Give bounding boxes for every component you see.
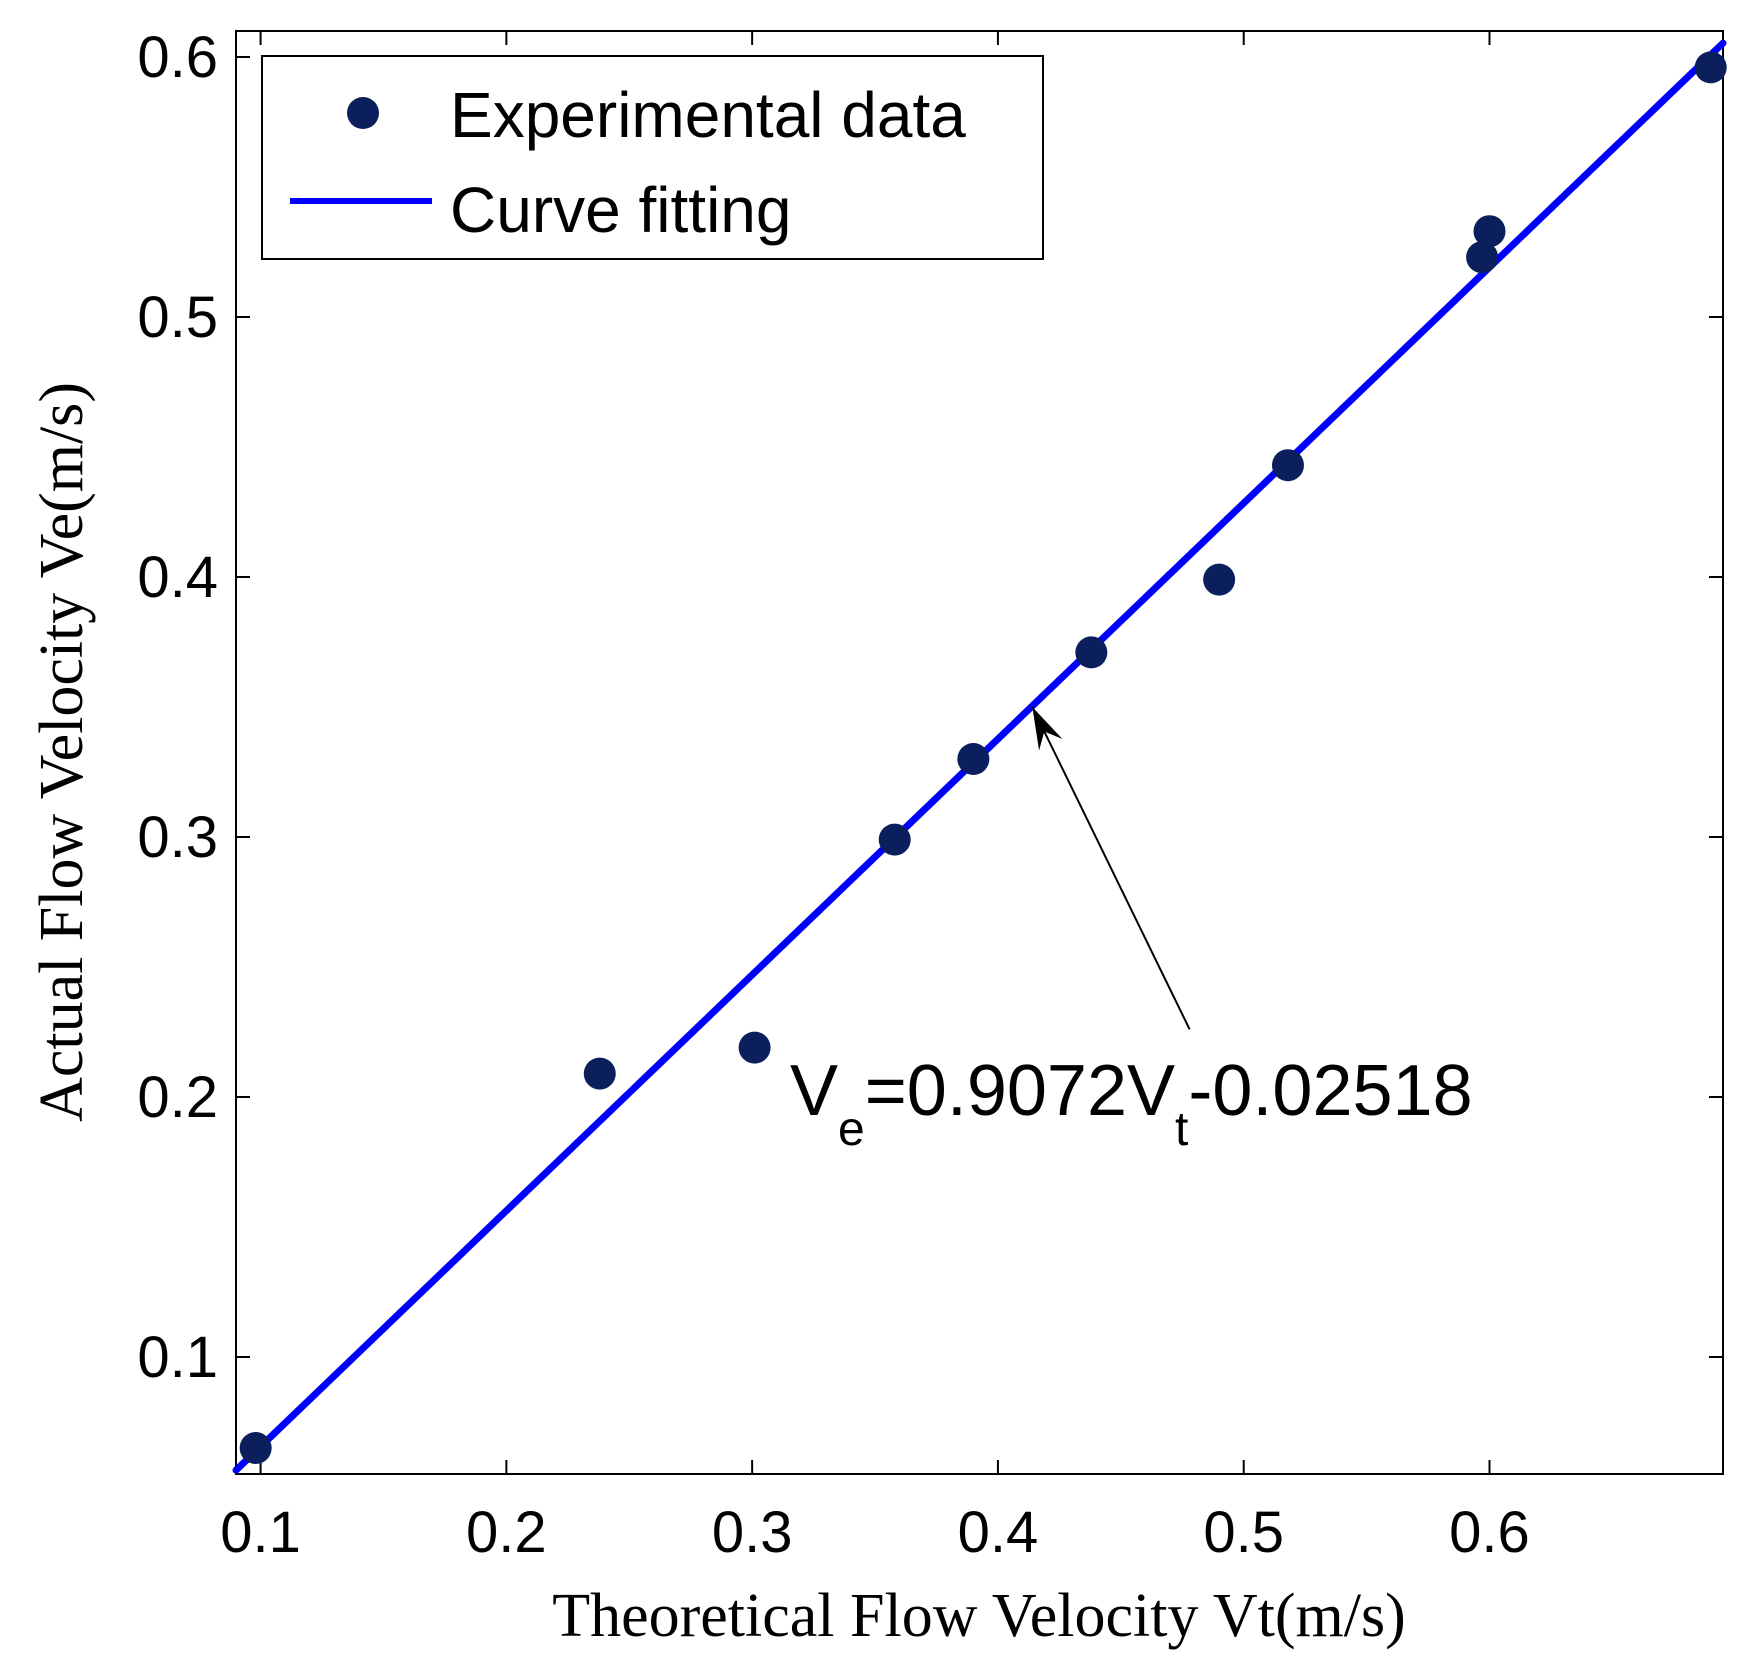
data-point [1203,563,1236,596]
data-point [239,1432,272,1464]
y-tick-label: 0.5 [137,285,218,350]
eq-sub-t: t [1175,1103,1188,1156]
eq-sub-e: e [838,1103,865,1156]
annotation-arrow-line [1031,706,1191,1030]
data-point [957,743,990,775]
y-tick-label: 0.6 [137,25,218,90]
x-tick-label: 0.1 [220,1500,301,1565]
annotation-arrow-head [1032,707,1063,751]
x-tick-label: 0.3 [712,1500,793,1565]
eq-base: V [790,1051,838,1131]
fit-annotation: Ve=0.9072Vt-0.02518 [790,706,1473,1156]
x-tick-label: 0.2 [466,1500,547,1565]
data-point [1271,449,1304,482]
y-axis-label: Actual Flow Velocity Ve(m/s) [28,382,96,1122]
data-point [738,1031,771,1064]
legend: Experimental data Curve fitting [261,55,1044,260]
x-axis-label: Theoretical Flow Velocity Vt(m/s) [552,1582,1406,1650]
y-tick-label: 0.3 [137,805,218,870]
y-tick-label: 0.2 [137,1065,218,1130]
data-points-layer [239,51,1727,1464]
legend-box [261,55,1044,260]
y-tick-label: 0.4 [137,545,218,610]
data-point [1473,215,1506,248]
fit-equation: Ve=0.9072Vt-0.02518 [790,1051,1473,1156]
data-point [1466,241,1499,274]
data-point [1694,51,1727,84]
legend-label-experimental: Experimental data [450,79,966,151]
x-axis-ticks: 0.1 0.2 0.3 0.4 0.5 0.6 [220,31,1530,1565]
eq-tail: -0.02518 [1188,1051,1472,1131]
data-point [1075,636,1108,669]
data-point [583,1057,616,1090]
eq-mid: =0.9072V [865,1051,1175,1131]
y-tick-label: 0.1 [137,1325,218,1390]
y-axis-ticks: 0.1 0.2 0.3 0.4 0.5 0.6 [137,25,1723,1390]
legend-label-fitting: Curve fitting [450,174,791,246]
data-point [878,823,911,856]
legend-marker-experimental [347,97,379,129]
x-tick-label: 0.6 [1449,1500,1530,1565]
x-tick-label: 0.4 [958,1500,1039,1565]
x-tick-label: 0.5 [1203,1500,1284,1565]
